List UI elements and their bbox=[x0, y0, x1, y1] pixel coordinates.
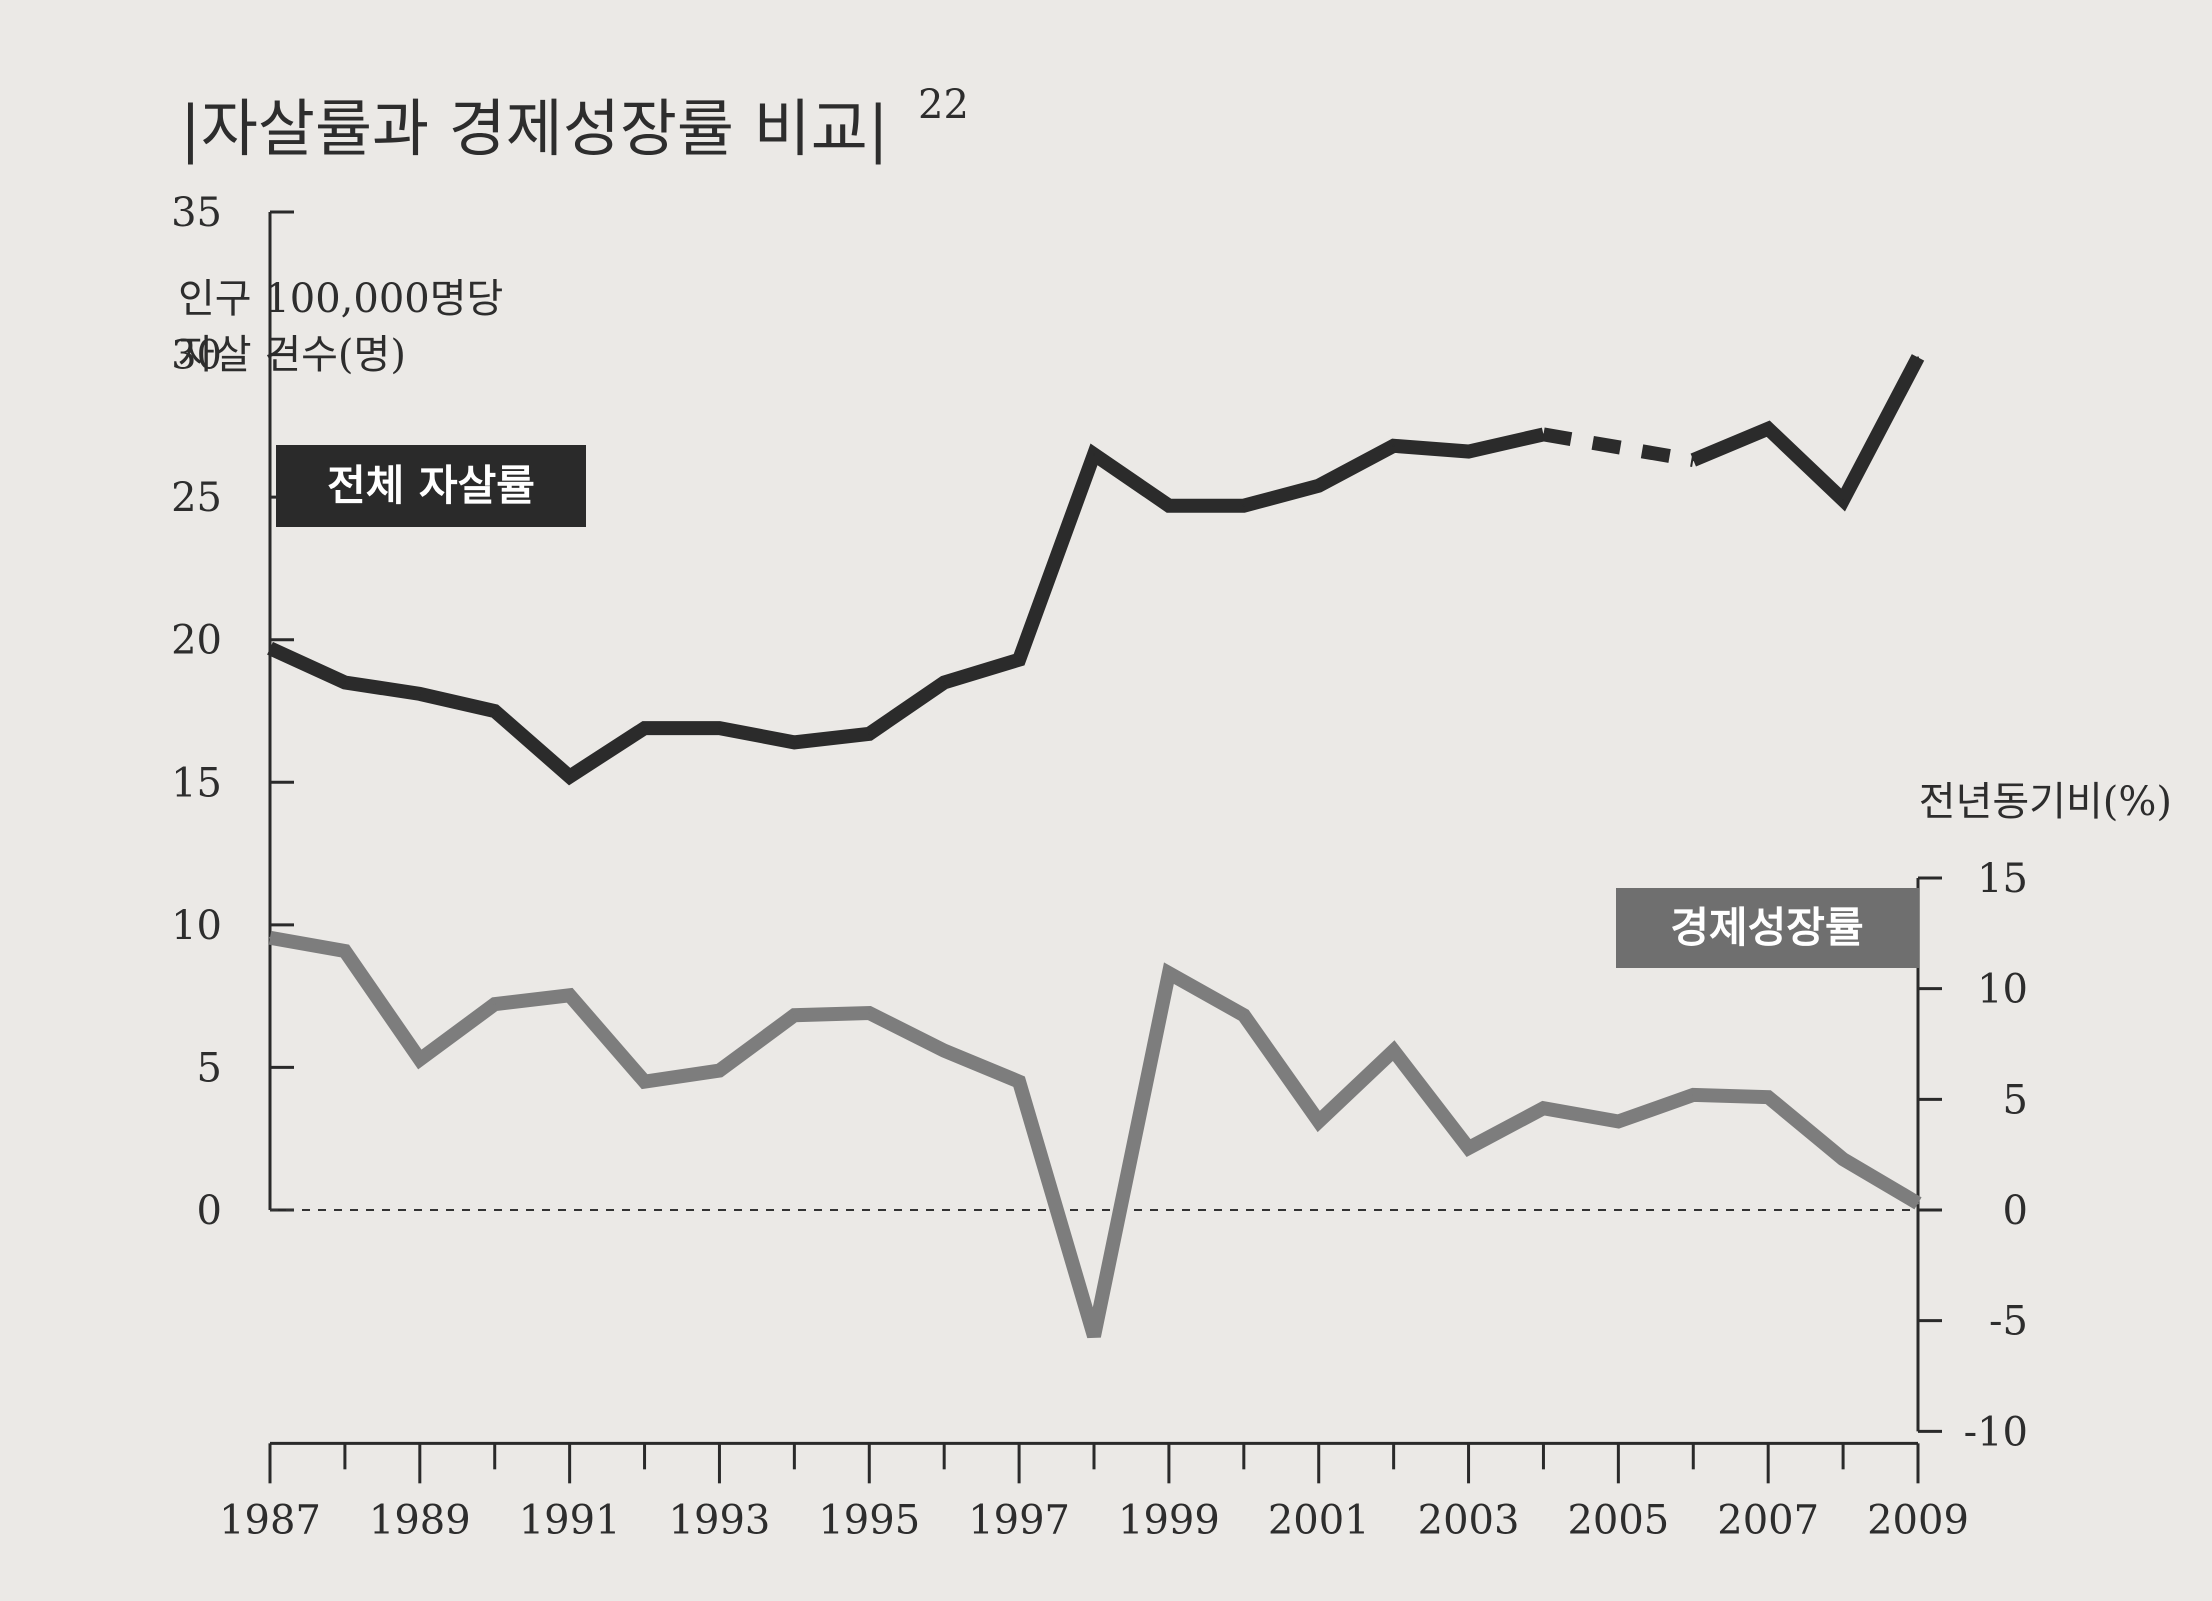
economic-growth-point bbox=[868, 1012, 871, 1015]
left-tick-label: 20 bbox=[171, 618, 222, 664]
suicide-rate-point bbox=[1767, 427, 1770, 430]
right-tick-label: 15 bbox=[1977, 856, 2028, 902]
suicide-rate-point bbox=[1242, 504, 1245, 507]
suicide-rate-point bbox=[1617, 441, 1620, 444]
right-axis-title: 전년동기비(%) bbox=[1919, 779, 2172, 825]
x-tick-label: 2007 bbox=[1717, 1497, 1819, 1543]
suicide-rate-line-gap bbox=[1542, 427, 1695, 467]
suicide-rate-point bbox=[269, 647, 271, 650]
suicide-rate-tag-box bbox=[276, 445, 586, 527]
economic-growth-tag: 경제성장률 bbox=[1616, 888, 1919, 968]
economic-growth-point bbox=[1392, 1049, 1395, 1052]
title-text: |자살률과 경제성장률 비교| bbox=[180, 92, 889, 165]
economic-growth-point bbox=[1467, 1147, 1470, 1150]
economic-growth-point bbox=[793, 1014, 796, 1017]
economic-growth-point bbox=[269, 936, 271, 939]
left-tick-label: 30 bbox=[171, 333, 222, 379]
suicide-rate-line-before-gap bbox=[267, 427, 1546, 786]
left-axis: 0 5 10 15 20 25 30 35 bbox=[171, 190, 294, 1234]
suicide-rate-point bbox=[1093, 453, 1095, 456]
economic-growth-point bbox=[718, 1069, 721, 1072]
economic-growth-point bbox=[1767, 1096, 1770, 1099]
left-tick-label: 35 bbox=[171, 190, 222, 236]
suicide-rate-point bbox=[568, 775, 571, 778]
economic-growth-point bbox=[1692, 1093, 1695, 1096]
suicide-rate-point bbox=[793, 741, 796, 744]
economic-growth-line bbox=[268, 930, 1922, 1339]
right-axis: -10 -5 0 5 10 15 bbox=[1916, 856, 2028, 1455]
economic-growth-point bbox=[1167, 972, 1170, 975]
suicide-rate-point bbox=[1917, 356, 1919, 359]
economic-growth-tag-box bbox=[1616, 888, 1919, 968]
x-tick-label: 1997 bbox=[968, 1497, 1070, 1543]
x-tick-label: 2009 bbox=[1867, 1497, 1969, 1543]
x-tick-label: 2001 bbox=[1268, 1497, 1370, 1543]
economic-growth-tag-label: 경제성장률 bbox=[1670, 903, 1863, 952]
x-axis: 1987 1989 1991 1993 1995 1997 1999 2001 2003 2005… bbox=[219, 1441, 1969, 1543]
left-axis-title: 인구 100,000명당 자살 건수(명) bbox=[178, 276, 503, 378]
suicide-rate-tag-label: 전체 자살률 bbox=[327, 461, 535, 510]
right-tick-label: -10 bbox=[1964, 1409, 2028, 1455]
left-tick-label: 5 bbox=[197, 1045, 222, 1091]
economic-growth-point bbox=[493, 1003, 496, 1006]
economic-growth-point bbox=[1842, 1158, 1845, 1161]
suicide-rate-point bbox=[1018, 658, 1021, 661]
economic-growth-point bbox=[1093, 1335, 1095, 1338]
series-suicide-rate bbox=[267, 354, 1925, 786]
chart-title: |자살률과 경제성장률 비교| 22 bbox=[180, 82, 969, 165]
economic-growth-point bbox=[1617, 1120, 1620, 1123]
suicide-rate-point bbox=[493, 710, 496, 712]
left-axis-title-line1: 인구 100,000명당 bbox=[178, 276, 503, 322]
economic-growth-point bbox=[943, 1049, 946, 1052]
right-tick-label: 0 bbox=[2003, 1188, 2028, 1234]
suicide-rate-point bbox=[1842, 498, 1845, 501]
economic-growth-point bbox=[1018, 1080, 1021, 1083]
economic-growth-point bbox=[643, 1080, 646, 1083]
x-tick-label: 1991 bbox=[519, 1497, 621, 1543]
x-tick-label: 1987 bbox=[219, 1497, 321, 1543]
x-tick-label: 1993 bbox=[669, 1497, 771, 1543]
suicide-rate-point bbox=[1167, 504, 1170, 507]
suicide-rate-point bbox=[643, 727, 646, 730]
right-tick-label: -5 bbox=[1989, 1299, 2028, 1345]
suicide-rate-point bbox=[1392, 444, 1395, 447]
suicide-rate-point bbox=[1317, 484, 1320, 487]
x-tick-label: 2005 bbox=[1567, 1497, 1669, 1543]
title-footnote: 22 bbox=[918, 82, 969, 128]
x-tick-label: 1989 bbox=[369, 1497, 471, 1543]
left-tick-label: 10 bbox=[171, 903, 222, 949]
left-tick-label: 25 bbox=[171, 475, 222, 521]
right-tick-label: 5 bbox=[2003, 1077, 2028, 1123]
economic-growth-point bbox=[1242, 1014, 1245, 1017]
suicide-rate-point bbox=[718, 727, 721, 730]
x-tick-label: 1999 bbox=[1118, 1497, 1220, 1543]
economic-growth-point bbox=[343, 950, 346, 953]
suicide-rate-point bbox=[868, 732, 871, 735]
suicide-rate-line-after-gap bbox=[1690, 354, 1925, 512]
x-tick-label: 1995 bbox=[818, 1497, 920, 1543]
suicide-rate-point bbox=[1467, 450, 1470, 453]
series-economic-growth bbox=[268, 930, 1922, 1339]
suicide-rate-point bbox=[343, 681, 346, 684]
suicide-rate-point bbox=[418, 692, 421, 695]
right-tick-label: 10 bbox=[1977, 967, 2028, 1013]
suicide-rate-point bbox=[1542, 433, 1545, 436]
economic-growth-point bbox=[1317, 1120, 1320, 1123]
economic-growth-point bbox=[1917, 1202, 1919, 1205]
x-tick-label: 2003 bbox=[1418, 1497, 1520, 1543]
economic-growth-point bbox=[1542, 1107, 1545, 1110]
economic-growth-point bbox=[418, 1058, 421, 1061]
economic-growth-point bbox=[568, 994, 571, 997]
suicide-rate-point bbox=[943, 681, 946, 684]
left-tick-label: 15 bbox=[171, 760, 222, 806]
suicide-rate-point bbox=[1692, 459, 1695, 462]
left-tick-label: 0 bbox=[197, 1188, 222, 1234]
suicide-rate-tag: 전체 자살률 bbox=[276, 445, 586, 527]
